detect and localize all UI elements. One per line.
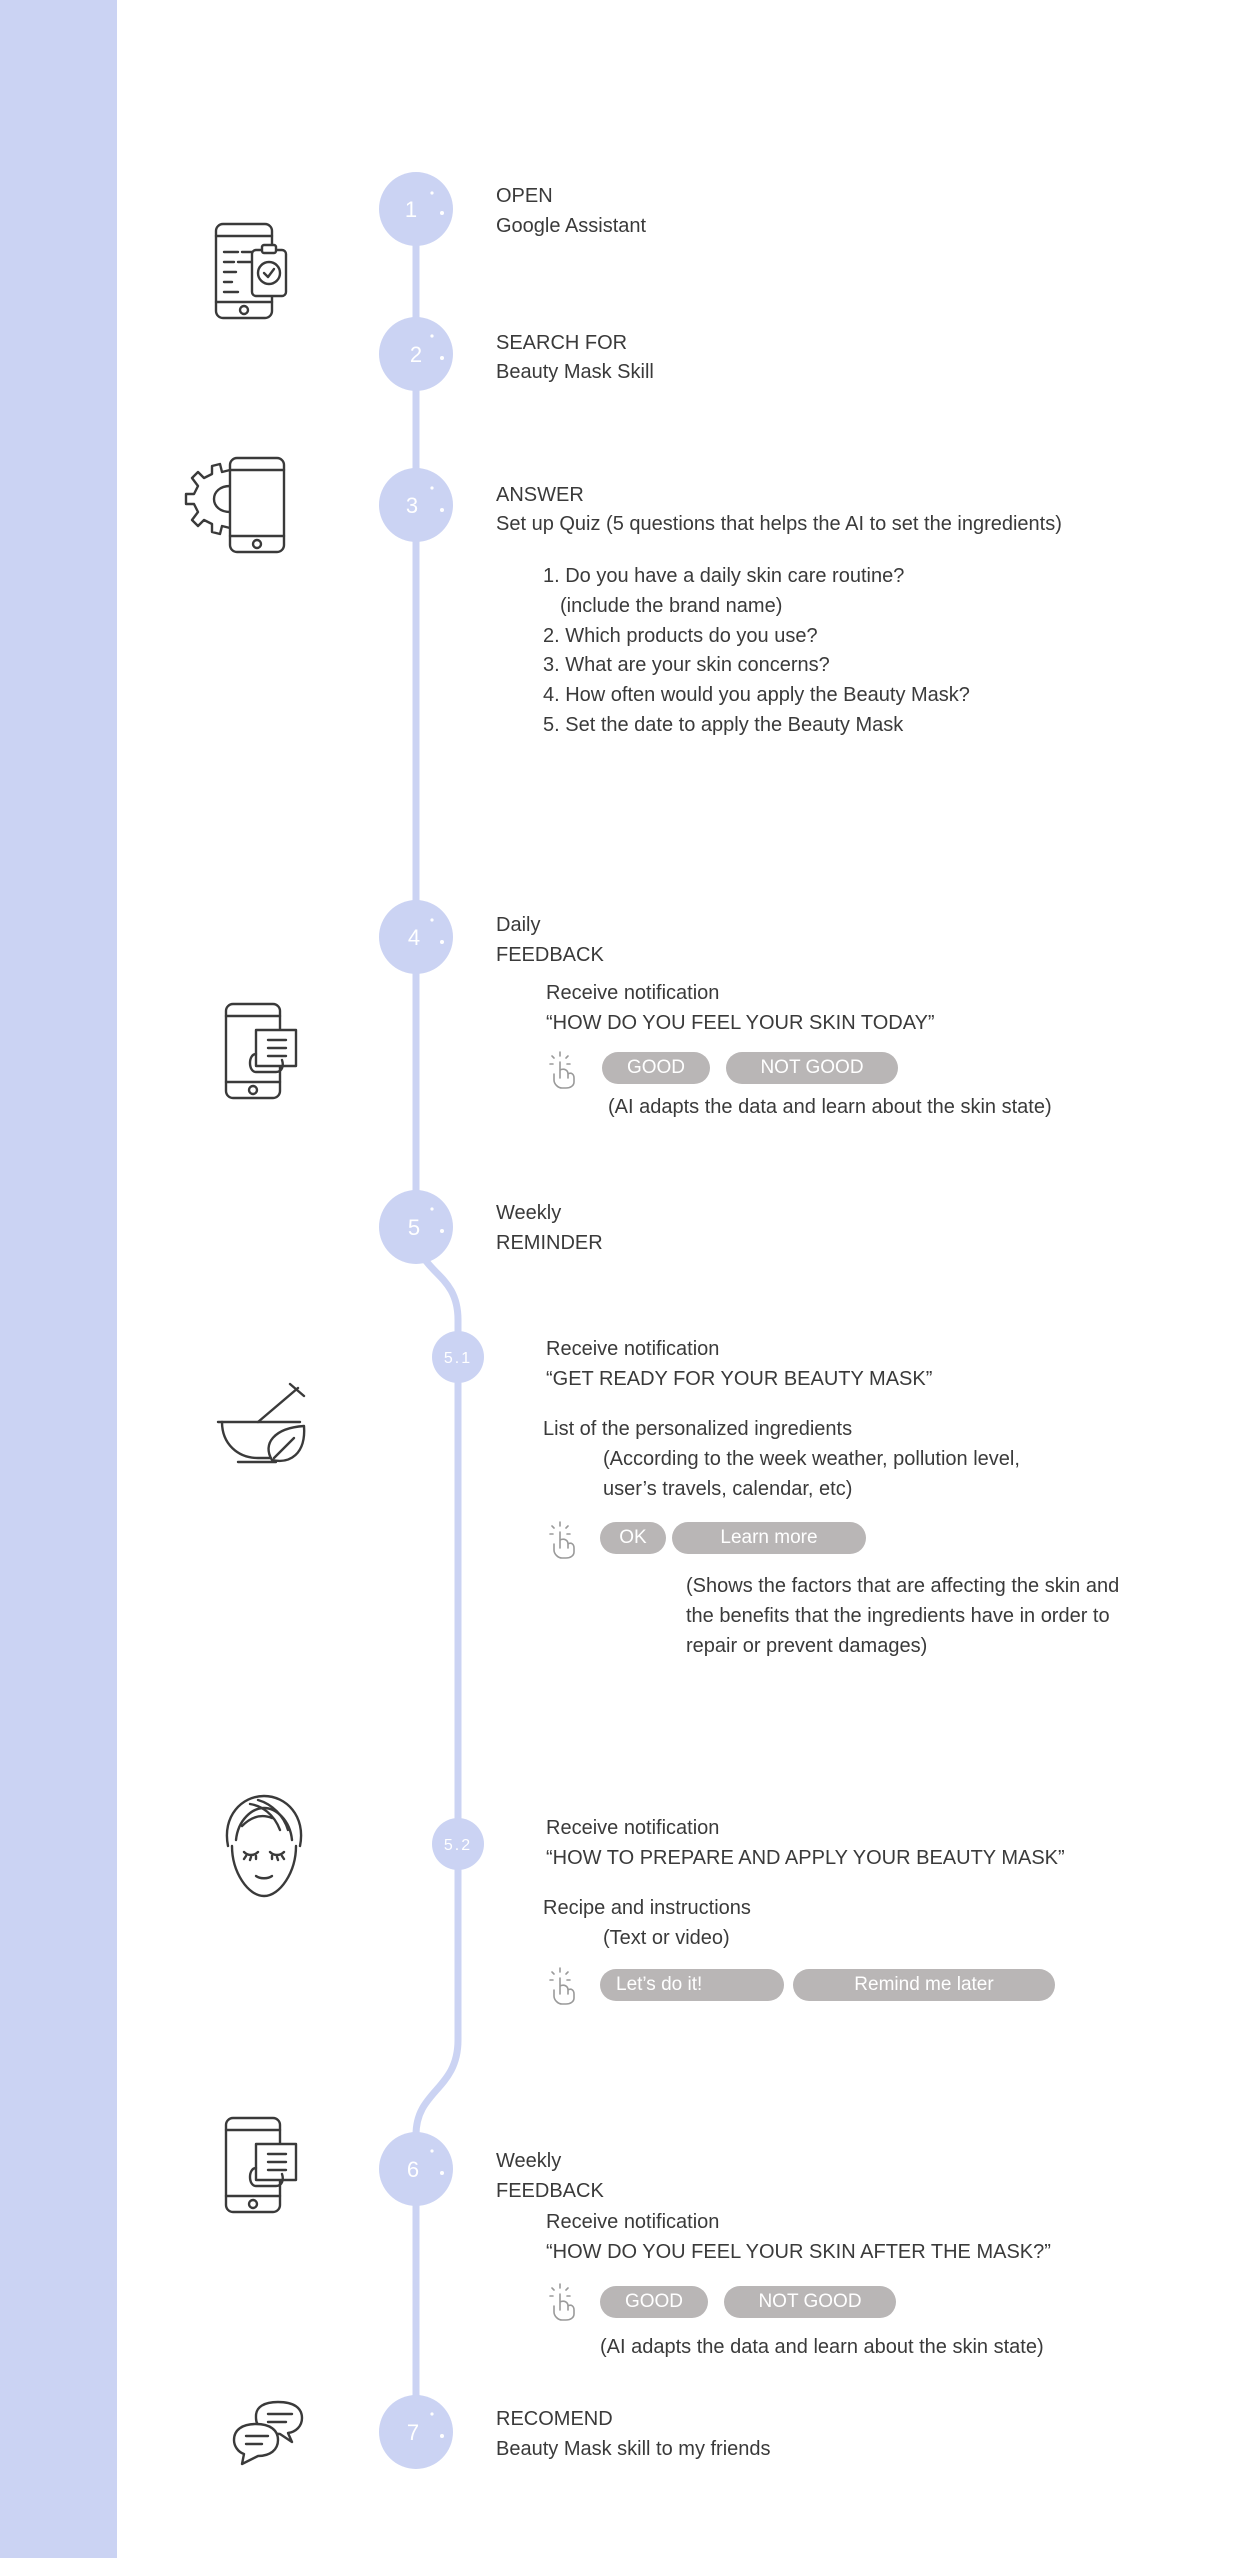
tap-hand-icon xyxy=(549,1051,575,1089)
not-good-button[interactable]: NOT GOOD xyxy=(726,1052,898,1084)
quiz-question: 1. Do you have a daily skin care routine… xyxy=(543,565,905,587)
good-button[interactable]: GOOD xyxy=(600,2286,708,2318)
phone-document-icon xyxy=(224,2116,298,2214)
mortar-leaf-icon xyxy=(216,1382,306,1464)
step-number-7: 7 xyxy=(407,2420,419,2445)
ingredients-list-note: (According to the week weather, pollutio… xyxy=(603,1448,1020,1470)
step-2-detail: Beauty Mask Skill xyxy=(496,361,654,383)
step-node-5-2: 5.2 xyxy=(432,1818,484,1870)
ingredients-list-title: List of the personalized ingredients xyxy=(543,1418,853,1440)
tap-hand-icon xyxy=(549,1521,575,1559)
step-6-label: Weekly xyxy=(496,2150,562,2172)
step-number-2: 2 xyxy=(410,342,422,367)
step-node-2: 2 xyxy=(379,317,453,391)
step-5-label: Weekly xyxy=(496,1202,562,1224)
remind-me-later-button[interactable]: Remind me later xyxy=(793,1969,1055,2001)
step-3-label: ANSWER xyxy=(496,484,584,506)
step-4-detail: FEEDBACK xyxy=(496,944,604,966)
ingredients-list-note: user’s travels, calendar, etc) xyxy=(603,1478,853,1500)
recipe-title: Recipe and instructions xyxy=(543,1897,751,1919)
lets-do-it-button[interactable]: Let’s do it! xyxy=(600,1969,784,2001)
step-4-notification: Receive notification xyxy=(546,982,720,1004)
quiz-question: 2. Which products do you use? xyxy=(543,625,818,647)
step-4-message: “HOW DO YOU FEEL YOUR SKIN TODAY” xyxy=(546,1012,935,1034)
step-1-detail: Google Assistant xyxy=(496,215,647,237)
quiz-question: 3. What are your skin concerns? xyxy=(543,654,830,676)
step-4-label: Daily xyxy=(496,914,541,936)
step-number-5: 5 xyxy=(408,1215,420,1240)
learn-more-note: the benefits that the ingredients have i… xyxy=(686,1605,1110,1627)
quiz-question: 5. Set the date to apply the Beauty Mask xyxy=(543,714,904,736)
step-6-detail: FEEDBACK xyxy=(496,2180,604,2202)
step-number-5-1: 5.1 xyxy=(444,1350,472,1367)
step-node-3: 3 xyxy=(379,468,453,542)
phone-gear-icon xyxy=(184,456,286,554)
step-6-message: “HOW DO YOU FEEL YOUR SKIN AFTER THE MAS… xyxy=(546,2241,1051,2263)
step-node-6: 6 xyxy=(379,2132,453,2206)
step-node-5-1: 5.1 xyxy=(432,1331,484,1383)
step-6-notification: Receive notification xyxy=(546,2211,720,2233)
step-number-6: 6 xyxy=(407,2157,419,2182)
ok-button[interactable]: OK xyxy=(600,1522,666,1554)
step-7-label: RECOMEND xyxy=(496,2408,613,2430)
not-good-button[interactable]: NOT GOOD xyxy=(724,2286,896,2318)
learn-more-button[interactable]: Learn more xyxy=(672,1522,866,1554)
chat-bubbles-icon xyxy=(232,2400,304,2466)
recipe-note: (Text or video) xyxy=(603,1927,730,1949)
step-4-note: (AI adapts the data and learn about the … xyxy=(608,1096,1052,1118)
step-number-1: 1 xyxy=(405,197,417,222)
step-5-1-notification: Receive notification xyxy=(546,1338,720,1360)
quiz-question: 4. How often would you apply the Beauty … xyxy=(543,684,970,706)
step-2-label: SEARCH FOR xyxy=(496,332,628,354)
left-sidebar-band xyxy=(0,0,117,2558)
good-button[interactable]: GOOD xyxy=(602,1052,710,1084)
step-5-detail: REMINDER xyxy=(496,1232,603,1254)
step-number-4: 4 xyxy=(408,925,420,950)
phone-document-icon xyxy=(224,1002,298,1100)
step-node-7: 7 xyxy=(379,2395,453,2469)
step-5-1-message: “GET READY FOR YOUR BEAUTY MASK” xyxy=(546,1368,933,1390)
step-number-3: 3 xyxy=(406,493,418,518)
step-node-1: 1 xyxy=(379,172,453,246)
step-7-detail: Beauty Mask skill to my friends xyxy=(496,2438,771,2460)
step-6-note: (AI adapts the data and learn about the … xyxy=(600,2336,1044,2358)
quiz-question-note: (include the brand name) xyxy=(560,595,783,617)
step-1-label: OPEN xyxy=(496,185,553,207)
learn-more-note: (Shows the factors that are affecting th… xyxy=(686,1575,1120,1597)
step-5-2-message: “HOW TO PREPARE AND APPLY YOUR BEAUTY MA… xyxy=(546,1847,1065,1869)
tap-hand-icon xyxy=(549,2283,575,2321)
step-3-detail: Set up Quiz (5 questions that helps the … xyxy=(496,513,1062,535)
step-node-5: 5 xyxy=(379,1190,453,1264)
tap-hand-icon xyxy=(549,1967,575,2005)
phone-clipboard-icon xyxy=(214,222,288,320)
learn-more-note: repair or prevent damages) xyxy=(686,1635,928,1657)
step-node-4: 4 xyxy=(379,900,453,974)
step-number-5-2: 5.2 xyxy=(444,1837,472,1854)
face-turban-icon xyxy=(225,1794,303,1898)
step-5-2-notification: Receive notification xyxy=(546,1817,720,1839)
